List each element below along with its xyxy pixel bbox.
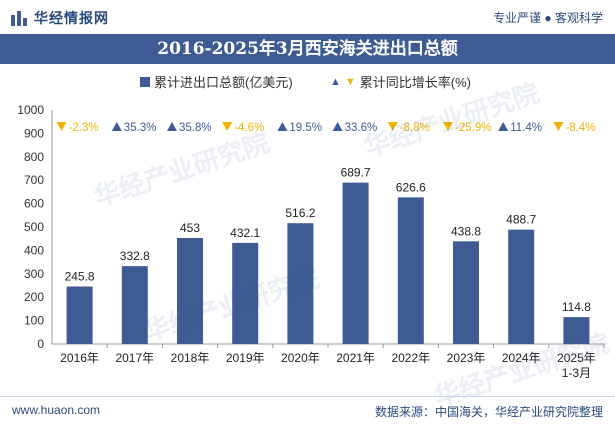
bar	[397, 197, 424, 344]
growth-down-triangle-icon	[56, 122, 67, 131]
bar	[121, 266, 148, 344]
x-category-label: 2019年	[226, 351, 265, 365]
x-category-label: 2021年	[336, 351, 375, 365]
growth-rate-label: 33.6%	[345, 122, 378, 134]
bar	[66, 286, 93, 344]
growth-rate-label: 11.4%	[510, 122, 542, 134]
site-link[interactable]: www.huaon.com	[12, 403, 101, 417]
bar-value-label: 516.2	[285, 206, 315, 220]
legend-growth-label: 累计同比增长率(%)	[359, 75, 471, 90]
data-source: 数据来源：中国海关，华经产业研究院整理	[374, 405, 603, 419]
growth-down-triangle-icon	[443, 122, 453, 131]
bar-value-label: 114.8	[562, 300, 591, 314]
bar-value-label: 488.7	[506, 213, 536, 227]
bar-value-label: 689.7	[341, 166, 371, 180]
growth-rate-label: 19.5%	[289, 122, 322, 134]
growth-rate-label: 35.3%	[124, 122, 157, 134]
legend: 累计进出口总额(亿美元) ▲ ▼ 累计同比增长率(%)	[0, 72, 615, 92]
growth-down-triangle-icon	[222, 122, 233, 131]
header-bar: 华经情报网 专业严谨 ● 客观科学	[0, 0, 615, 34]
x-category-label: 2024年	[502, 351, 541, 365]
bar	[508, 229, 535, 344]
bar-value-label: 332.8	[120, 249, 150, 263]
growth-up-triangle-icon	[167, 122, 177, 131]
tagline: 专业严谨 ● 客观科学	[493, 11, 603, 25]
y-tick-label: 1000	[17, 103, 44, 117]
footer: www.huaon.com 数据来源：中国海关，华经产业研究院整理	[0, 396, 615, 428]
y-tick-label: 0	[37, 337, 44, 351]
brand[interactable]: 华经情报网	[10, 8, 109, 28]
y-tick-label: 700	[24, 173, 44, 187]
growth-up-triangle-icon	[498, 122, 509, 131]
bar	[287, 223, 314, 344]
bar	[342, 182, 369, 344]
logo-icon	[11, 11, 27, 26]
y-tick-label: 200	[24, 290, 44, 304]
bar	[232, 242, 259, 344]
y-tick-label: 600	[24, 197, 44, 211]
legend-total-label: 累计进出口总额(亿美元)	[154, 75, 293, 90]
y-tick-label: 300	[24, 267, 44, 281]
growth-rate-label: -4.6%	[234, 122, 264, 134]
bar	[563, 317, 590, 344]
bar	[453, 241, 479, 344]
growth-rate-label: 35.8%	[179, 122, 212, 134]
x-category-label: 2022年	[391, 351, 430, 365]
bar-value-label: 245.8	[65, 269, 95, 283]
growth-up-triangle-icon	[111, 122, 122, 131]
growth-rate-label: -25.9%	[455, 122, 491, 134]
growth-rate-label: -8.8%	[400, 122, 430, 134]
bar-chart: 0 100 200 300 400 500 600 700 800 900 1000 245.8 201…	[17, 103, 605, 380]
legend-item-total: 累计进出口总额(亿美元)	[140, 72, 293, 91]
x-category-label: 2017年	[115, 351, 154, 365]
y-tick-label: 100	[24, 314, 44, 328]
growth-up-triangle-icon	[332, 122, 343, 131]
legend-bar-swatch-icon	[140, 76, 150, 87]
legend-up-triangle-icon: ▲	[330, 75, 341, 88]
growth-rate-label: -2.3%	[69, 122, 99, 134]
y-tick-label: 900	[24, 126, 44, 140]
y-tick-label: 500	[24, 220, 44, 234]
chart-title: 2016-2025年3月西安海关进出口总额	[0, 34, 615, 64]
x-category-label: 2020年	[281, 351, 320, 365]
bar	[177, 237, 203, 344]
brand-name: 华经情报网	[34, 10, 109, 26]
x-category-label: 2025年	[557, 351, 596, 365]
bar-value-label: 626.6	[396, 180, 426, 194]
growth-up-triangle-icon	[277, 122, 288, 131]
y-tick-label: 800	[24, 150, 44, 164]
x-category-label: 2018年	[171, 351, 210, 365]
growth-down-triangle-icon	[553, 122, 564, 131]
x-category-label: 2023年	[447, 351, 486, 365]
bar-value-label: 432.1	[230, 226, 260, 240]
x-category-label: 1-3月	[562, 366, 591, 380]
x-category-label: 2016年	[60, 351, 99, 365]
legend-item-growth: ▲ ▼ 累计同比增长率(%)	[330, 72, 471, 91]
y-tick-label: 400	[24, 243, 44, 257]
growth-rate-label: -8.4%	[565, 122, 595, 134]
bar-value-label: 453	[180, 221, 200, 235]
bar-value-label: 438.8	[451, 224, 481, 238]
growth-down-triangle-icon	[387, 122, 398, 131]
legend-down-triangle-icon: ▼	[344, 75, 356, 88]
